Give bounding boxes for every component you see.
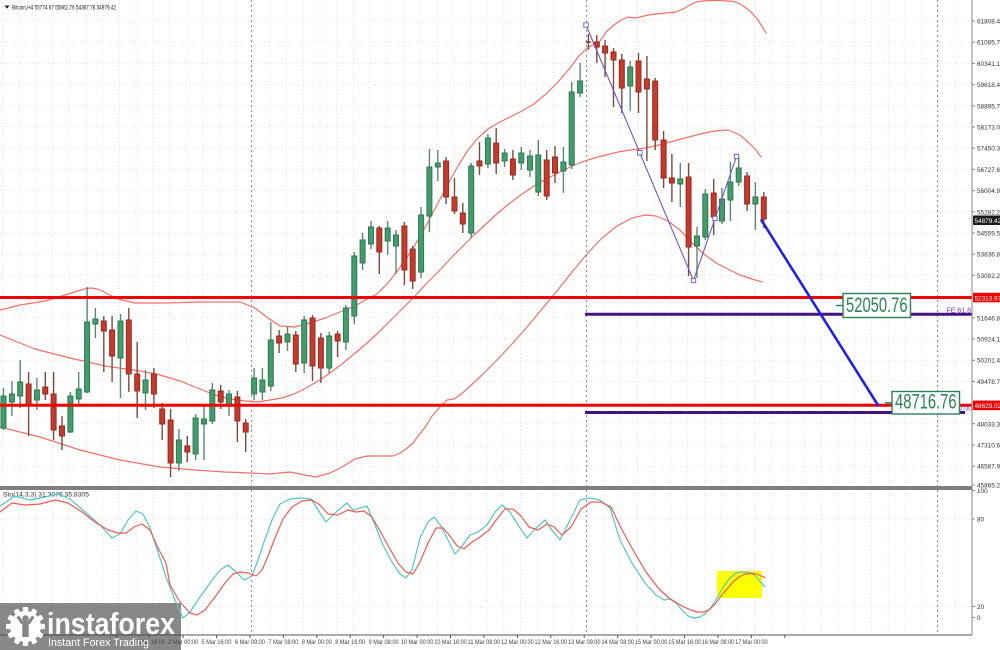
svg-text:12 Mar 00:00: 12 Mar 00:00	[501, 639, 534, 646]
svg-text:100: 100	[977, 488, 988, 495]
svg-text:61808.40: 61808.40	[977, 19, 1000, 26]
svg-text:48033.30: 48033.30	[977, 421, 1000, 428]
svg-text:80: 80	[977, 517, 985, 524]
svg-text:58895.70: 58895.70	[977, 103, 1000, 110]
svg-text:Instant Forex Trading: Instant Forex Trading	[48, 637, 149, 649]
svg-text:48716.76: 48716.76	[895, 391, 957, 414]
svg-text:100.00: 100.00	[951, 406, 973, 413]
svg-text:45865.20: 45865.20	[977, 483, 1000, 490]
svg-text:52050.76: 52050.76	[846, 294, 908, 317]
svg-text:0: 0	[977, 615, 981, 622]
svg-text:48629.02: 48629.02	[975, 403, 1000, 410]
svg-text:51646.80: 51646.80	[977, 315, 1000, 322]
svg-text:13 Mar 09:00: 13 Mar 09:00	[568, 639, 601, 646]
svg-text:53836.80: 53836.80	[977, 252, 1000, 259]
svg-text:54559.50: 54559.50	[977, 231, 1000, 238]
svg-text:15 Mar 00:00: 15 Mar 00:00	[635, 639, 668, 646]
svg-text:10 Mar 00:00: 10 Mar 00:00	[401, 639, 434, 646]
svg-text:10 Mar 16:00: 10 Mar 16:00	[434, 639, 467, 646]
svg-text:6 Mar 09:00: 6 Mar 09:00	[235, 639, 265, 646]
svg-text:54879.42: 54879.42	[975, 218, 1000, 225]
svg-text:56727.60: 56727.60	[977, 167, 1000, 174]
svg-text:17 Mar 00:00: 17 Mar 00:00	[735, 639, 768, 646]
svg-text:instaforex: instaforex	[47, 606, 176, 641]
svg-text:60341.10: 60341.10	[977, 61, 1000, 68]
svg-text:5 Mar 16:00: 5 Mar 16:00	[202, 639, 232, 646]
svg-text:12 Mar 16:00: 12 Mar 16:00	[535, 639, 568, 646]
svg-text:3 Mar 00:00: 3 Mar 00:00	[168, 639, 198, 646]
svg-text:46587.90: 46587.90	[977, 464, 1000, 471]
svg-text:56004.90: 56004.90	[977, 188, 1000, 195]
svg-text:Bitcoin,H4 55774.67 55862.76: Bitcoin,H4 55774.67 55862.76 54367.76 54…	[12, 5, 116, 12]
svg-text:8 Mar 16:00: 8 Mar 16:00	[335, 639, 365, 646]
svg-text:8 Mar 00:00: 8 Mar 00:00	[302, 639, 332, 646]
svg-text:16 Mar 08:00: 16 Mar 08:00	[702, 639, 735, 646]
svg-text:53092.20: 53092.20	[977, 273, 1000, 280]
svg-text:47310.60: 47310.60	[977, 443, 1000, 450]
svg-text:FE 61.8: FE 61.8	[946, 308, 971, 315]
svg-text:55282.20: 55282.20	[977, 209, 1000, 216]
svg-text:57450.30: 57450.30	[977, 146, 1000, 153]
svg-text:61085.70: 61085.70	[977, 40, 1000, 47]
svg-text:14 Mar 08:00: 14 Mar 08:00	[601, 639, 634, 646]
svg-text:49478.70: 49478.70	[977, 379, 1000, 386]
svg-text:15 Mar 16:00: 15 Mar 16:00	[668, 639, 701, 646]
svg-text:58173.00: 58173.00	[977, 125, 1000, 132]
svg-text:11 Mar 08:00: 11 Mar 08:00	[468, 639, 501, 646]
svg-text:50924.10: 50924.10	[977, 337, 1000, 344]
svg-text:20: 20	[977, 604, 985, 611]
svg-text:59618.40: 59618.40	[977, 82, 1000, 89]
svg-text:52313.97: 52313.97	[975, 295, 1000, 302]
svg-text:50201.40: 50201.40	[977, 358, 1000, 365]
svg-text:Sto(14,3,3) 31.3076 35.8305: Sto(14,3,3) 31.3076 35.8305	[3, 492, 89, 499]
svg-text:7 Mar 08:00: 7 Mar 08:00	[268, 639, 298, 646]
svg-text:9 Mar 08:00: 9 Mar 08:00	[369, 639, 399, 646]
